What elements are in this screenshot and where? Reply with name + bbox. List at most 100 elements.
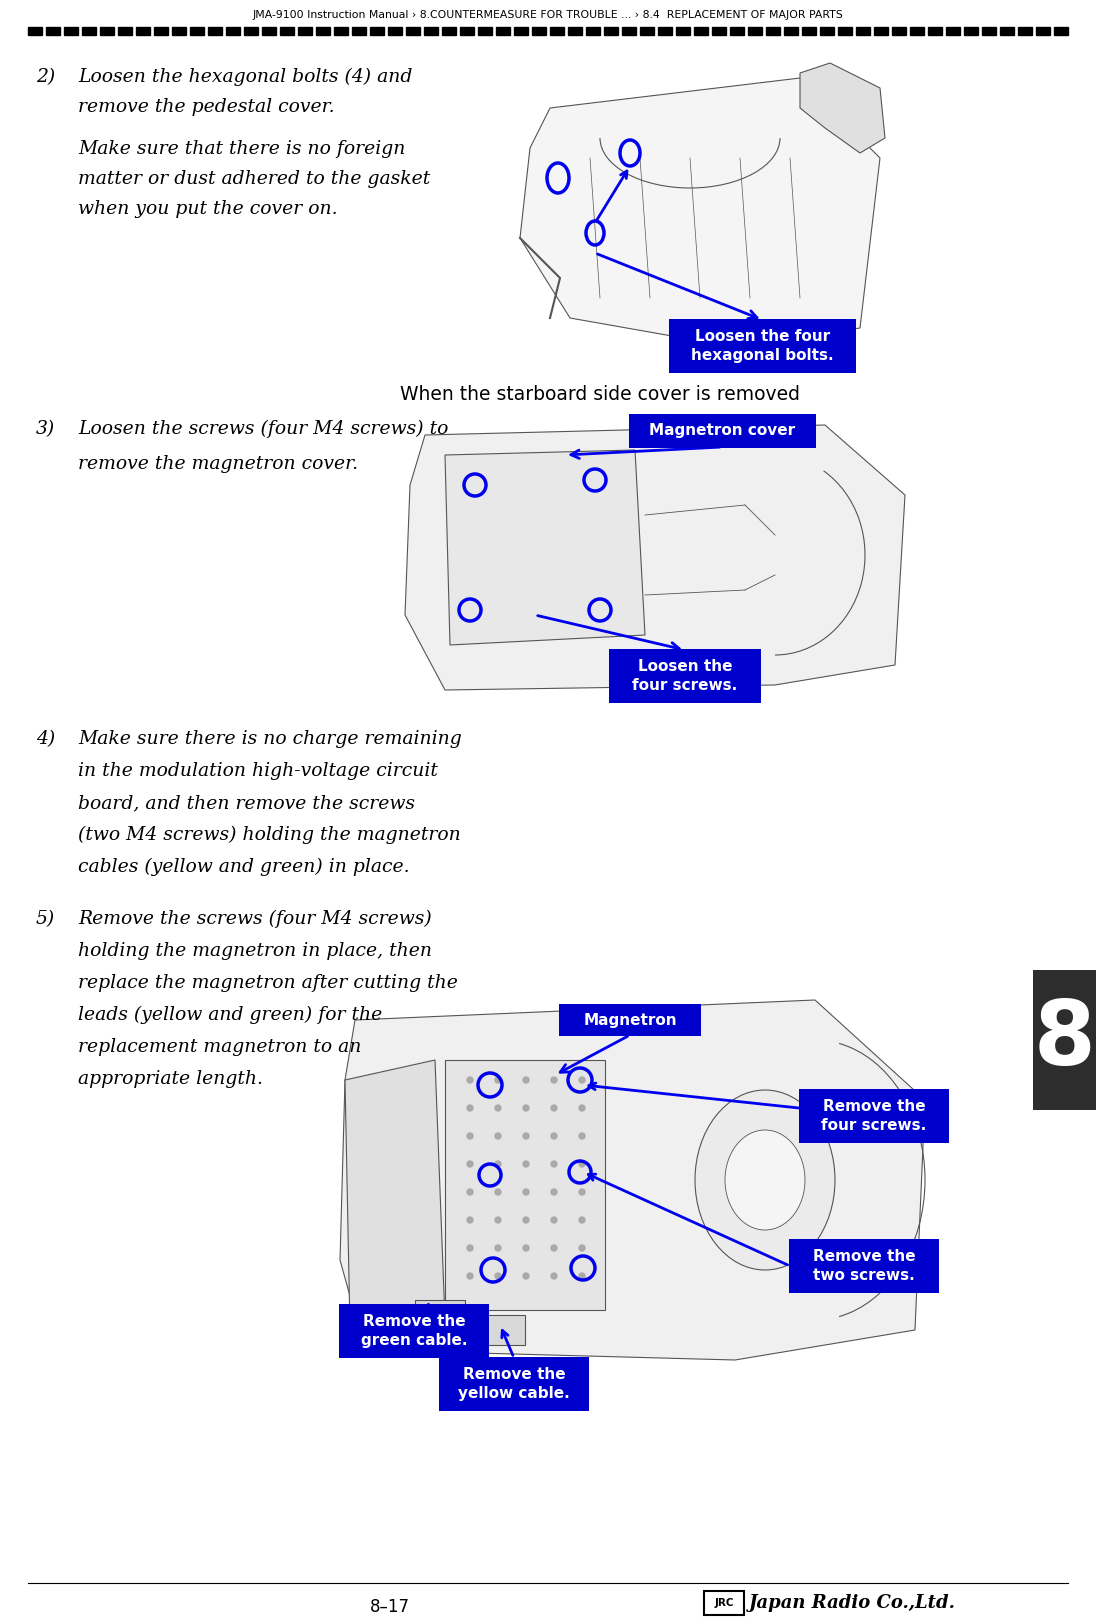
Text: 2): 2) xyxy=(36,68,55,86)
Text: 4): 4) xyxy=(36,731,55,748)
Circle shape xyxy=(467,1273,473,1280)
Polygon shape xyxy=(345,1059,445,1330)
Circle shape xyxy=(523,1105,529,1111)
Circle shape xyxy=(579,1246,585,1251)
FancyBboxPatch shape xyxy=(799,1089,949,1144)
Text: replace the magnetron after cutting the: replace the magnetron after cutting the xyxy=(78,974,458,991)
Text: 8–17: 8–17 xyxy=(370,1597,410,1617)
Circle shape xyxy=(495,1273,501,1280)
Bar xyxy=(334,28,349,36)
Text: When the starboard side cover is removed: When the starboard side cover is removed xyxy=(400,386,800,403)
Bar xyxy=(910,28,924,36)
Bar xyxy=(226,28,240,36)
FancyBboxPatch shape xyxy=(609,650,761,703)
Text: remove the pedestal cover.: remove the pedestal cover. xyxy=(78,97,334,117)
Polygon shape xyxy=(800,63,884,152)
Circle shape xyxy=(551,1246,557,1251)
Bar xyxy=(46,28,60,36)
Polygon shape xyxy=(406,424,905,690)
Polygon shape xyxy=(520,78,880,348)
Circle shape xyxy=(495,1077,501,1084)
Bar xyxy=(370,28,384,36)
Bar xyxy=(100,28,114,36)
Text: cables (yellow and green) in place.: cables (yellow and green) in place. xyxy=(78,859,410,876)
Circle shape xyxy=(495,1105,501,1111)
Bar xyxy=(136,28,150,36)
Bar xyxy=(604,28,618,36)
Circle shape xyxy=(579,1132,585,1139)
Circle shape xyxy=(579,1217,585,1223)
FancyBboxPatch shape xyxy=(704,1591,744,1615)
Bar xyxy=(623,28,636,36)
Circle shape xyxy=(467,1217,473,1223)
Text: Make sure that there is no foreign: Make sure that there is no foreign xyxy=(78,139,406,159)
Circle shape xyxy=(551,1077,557,1084)
Text: Make sure there is no charge remaining: Make sure there is no charge remaining xyxy=(78,731,461,748)
Text: appropriate length.: appropriate length. xyxy=(78,1069,263,1089)
Text: JMA-9100 Instruction Manual › 8.COUNTERMEASURE FOR TROUBLE ... › 8.4  REPLACEMEN: JMA-9100 Instruction Manual › 8.COUNTERM… xyxy=(252,10,844,19)
Bar xyxy=(475,1315,525,1345)
Text: Remove the
two screws.: Remove the two screws. xyxy=(813,1249,915,1283)
Bar xyxy=(82,28,96,36)
Bar xyxy=(262,28,276,36)
Circle shape xyxy=(579,1273,585,1280)
Circle shape xyxy=(579,1077,585,1084)
Bar xyxy=(279,28,294,36)
Bar xyxy=(784,28,798,36)
Circle shape xyxy=(467,1189,473,1196)
Bar xyxy=(445,1059,605,1311)
Circle shape xyxy=(579,1162,585,1166)
Text: Remove the
green cable.: Remove the green cable. xyxy=(361,1314,467,1348)
Text: board, and then remove the screws: board, and then remove the screws xyxy=(78,794,415,812)
Text: when you put the cover on.: when you put the cover on. xyxy=(78,199,338,219)
Bar xyxy=(1036,28,1050,36)
Ellipse shape xyxy=(695,1090,835,1270)
Text: Remove the
four screws.: Remove the four screws. xyxy=(821,1098,926,1134)
Bar xyxy=(244,28,258,36)
Bar xyxy=(550,28,564,36)
Bar xyxy=(460,28,473,36)
Text: Remove the
yellow cable.: Remove the yellow cable. xyxy=(458,1367,570,1401)
Circle shape xyxy=(579,1189,585,1196)
Text: Japan Radio Co.,Ltd.: Japan Radio Co.,Ltd. xyxy=(749,1594,956,1612)
Circle shape xyxy=(523,1217,529,1223)
Bar xyxy=(64,28,78,36)
Text: remove the magnetron cover.: remove the magnetron cover. xyxy=(78,455,358,473)
Bar xyxy=(155,28,168,36)
Text: in the modulation high-voltage circuit: in the modulation high-voltage circuit xyxy=(78,761,438,779)
FancyBboxPatch shape xyxy=(559,1004,701,1037)
Circle shape xyxy=(551,1162,557,1166)
Bar xyxy=(658,28,672,36)
Circle shape xyxy=(495,1162,501,1166)
Bar xyxy=(352,28,366,36)
Circle shape xyxy=(523,1246,529,1251)
Circle shape xyxy=(467,1077,473,1084)
Circle shape xyxy=(523,1189,529,1196)
Circle shape xyxy=(495,1132,501,1139)
Circle shape xyxy=(467,1162,473,1166)
Circle shape xyxy=(495,1217,501,1223)
Bar xyxy=(298,28,312,36)
Text: matter or dust adhered to the gasket: matter or dust adhered to the gasket xyxy=(78,170,431,188)
Circle shape xyxy=(467,1105,473,1111)
Bar xyxy=(406,28,420,36)
Circle shape xyxy=(551,1273,557,1280)
Bar xyxy=(820,28,834,36)
Polygon shape xyxy=(340,1000,925,1361)
Bar xyxy=(1034,970,1096,1110)
Text: Loosen the four
hexagonal bolts.: Loosen the four hexagonal bolts. xyxy=(692,329,834,363)
FancyBboxPatch shape xyxy=(339,1304,489,1358)
Bar xyxy=(640,28,654,36)
Bar xyxy=(1054,28,1068,36)
Bar xyxy=(424,28,438,36)
FancyBboxPatch shape xyxy=(629,415,817,449)
Circle shape xyxy=(523,1132,529,1139)
Bar xyxy=(208,28,222,36)
Circle shape xyxy=(495,1189,501,1196)
Circle shape xyxy=(523,1077,529,1084)
Bar xyxy=(928,28,941,36)
Bar xyxy=(442,28,456,36)
Text: Magnetron cover: Magnetron cover xyxy=(650,423,796,439)
Bar xyxy=(964,28,978,36)
Bar xyxy=(694,28,708,36)
